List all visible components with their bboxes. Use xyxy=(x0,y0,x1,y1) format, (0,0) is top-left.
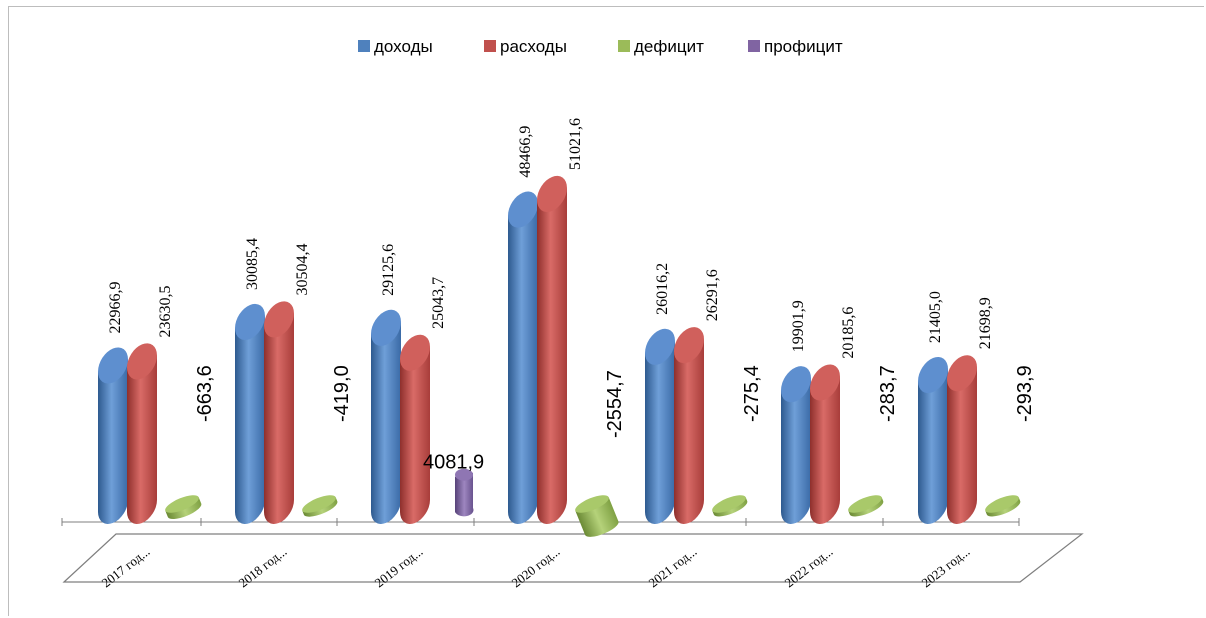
bar-rashody-1 xyxy=(264,301,294,524)
legend-label-1: расходы xyxy=(500,37,567,56)
category-label-2: 2019 год... xyxy=(372,544,426,591)
bar-dohody-1 xyxy=(235,303,265,524)
label-rashody-6: 21698,9 xyxy=(977,297,994,349)
label-deficit-3: -2554,7 xyxy=(604,370,626,438)
bar-dohody-2 xyxy=(371,309,401,524)
bar-dohody-4 xyxy=(645,328,675,524)
legend-swatch-0 xyxy=(358,40,370,52)
bar-deficit-0 xyxy=(165,495,202,519)
bar-deficit-5 xyxy=(848,495,884,517)
legend: доходы расходы дефицит профицит xyxy=(358,37,843,56)
legend-swatch-3 xyxy=(748,40,760,52)
label-deficit-5: -283,7 xyxy=(877,365,899,422)
label-rashody-5: 20185,6 xyxy=(840,307,857,359)
bar-rashody-4 xyxy=(674,327,704,524)
bars-layer xyxy=(98,175,1021,537)
category-label-3: 2020 год... xyxy=(509,544,563,591)
category-label-4: 2021 год... xyxy=(646,544,700,591)
bar-dohody-0 xyxy=(98,347,128,524)
category-label-6: 2023 год... xyxy=(919,544,973,591)
legend-label-2: дефицит xyxy=(634,37,704,56)
chart-frame xyxy=(8,6,1204,616)
bar-dohody-6 xyxy=(918,357,948,524)
label-dohody-5: 19901,9 xyxy=(790,300,807,352)
label-rashody-4: 26291,6 xyxy=(704,269,721,321)
bar-deficit-3 xyxy=(575,495,619,537)
label-deficit-1: -419,0 xyxy=(331,365,353,422)
bar-rashody-0 xyxy=(127,343,157,524)
label-rashody-2: 25043,7 xyxy=(430,277,447,329)
label-proficit-2: 4081,9 xyxy=(423,452,484,474)
label-dohody-2: 29125,6 xyxy=(380,244,397,296)
bar-deficit-1 xyxy=(302,495,338,517)
label-dohody-1: 30085,4 xyxy=(244,238,261,290)
category-label-0: 2017 год... xyxy=(99,544,153,591)
category-label-1: 2018 год... xyxy=(236,544,290,591)
label-deficit-0: -663,6 xyxy=(194,365,216,422)
bar-dohody-5 xyxy=(781,366,811,524)
bar-deficit-6 xyxy=(985,495,1021,517)
label-deficit-4: -275,4 xyxy=(741,365,763,422)
bar-rashody-6 xyxy=(947,355,977,524)
label-dohody-0: 22966,9 xyxy=(107,282,124,334)
bar-rashody-3 xyxy=(537,175,567,524)
floor-plane xyxy=(62,533,1084,583)
category-label-5: 2022 год... xyxy=(782,544,836,591)
legend-swatch-2 xyxy=(618,40,630,52)
bar-dohody-3 xyxy=(508,191,538,524)
label-rashody-1: 30504,4 xyxy=(294,243,311,295)
bar-rashody-5 xyxy=(810,364,840,524)
chart-floor xyxy=(61,518,1084,583)
label-deficit-6: -293,9 xyxy=(1014,365,1036,422)
bar-deficit-4 xyxy=(712,495,748,517)
legend-swatch-1 xyxy=(484,40,496,52)
legend-label-3: профицит xyxy=(764,37,843,56)
label-dohody-6: 21405,0 xyxy=(927,291,944,343)
bar-rashody-2 xyxy=(400,334,430,524)
label-rashody-3: 51021,6 xyxy=(567,118,584,170)
label-rashody-0: 23630,5 xyxy=(157,285,174,337)
label-dohody-4: 26016,2 xyxy=(654,263,671,315)
legend-label-0: доходы xyxy=(374,37,433,56)
label-dohody-3: 48466,9 xyxy=(517,126,534,178)
bar-proficit-2 xyxy=(455,468,474,517)
